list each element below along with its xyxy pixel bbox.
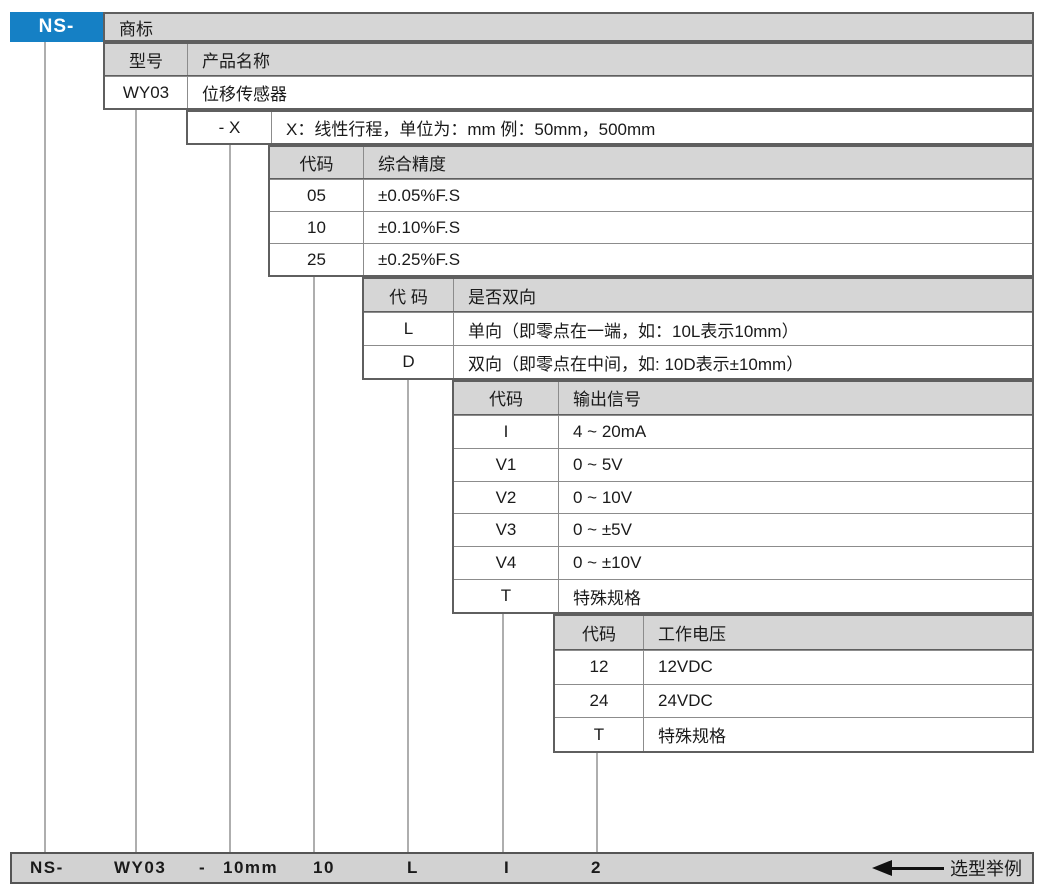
connector-line-model [135, 110, 137, 852]
table-row: - X X：线性行程，单位为：mm 例：50mm，500mm [188, 112, 1032, 143]
accuracy-code: 05 [270, 180, 364, 211]
model-code: WY03 [105, 77, 188, 108]
output-value: 0 ~ 10V [573, 487, 633, 507]
direction-header-row: 代 码 是否双向 [364, 279, 1032, 312]
example-item: 10 [313, 858, 335, 877]
table-row: V1 0 ~ 5V [454, 447, 1032, 481]
example-label: 选型举例 [950, 859, 1022, 879]
output-value: 0 ~ 5V [573, 454, 623, 474]
table-row: 05 ±0.05%F.S [270, 179, 1032, 211]
direction-value: 双向（即零点在中间，如: 10D表示±10mm） [468, 354, 804, 374]
example-item: NS- [30, 858, 64, 877]
model-value-header: 产品名称 [202, 52, 270, 71]
table-row: V4 0 ~ ±10V [454, 546, 1032, 580]
voltage-value-header: 工作电压 [658, 624, 726, 644]
accuracy-value-header: 综合精度 [378, 155, 446, 174]
table-row: T 特殊规格 [555, 717, 1032, 751]
output-value-header: 输出信号 [573, 390, 641, 410]
output-value: 0 ~ ±10V [573, 553, 642, 573]
table-row: V2 0 ~ 10V [454, 480, 1032, 514]
model-code-header: 型号 [105, 44, 188, 75]
connector-line-voltage [596, 753, 598, 852]
prefix-box: NS- [10, 12, 103, 42]
trademark-label: 商标 [119, 19, 153, 39]
table-row: D 双向（即零点在中间，如: 10D表示±10mm） [364, 345, 1032, 378]
voltage-table: 代码 工作电压 12 12VDC 24 24VDC T 特殊规格 [553, 614, 1034, 753]
accuracy-value: ±0.10%F.S [378, 217, 461, 237]
connector-line-prefix [44, 42, 46, 852]
output-value: 特殊规格 [573, 588, 641, 608]
stroke-desc: X：线性行程，单位为：mm 例：50mm，500mm [286, 120, 656, 139]
connector-line-output [502, 614, 504, 852]
table-row: T 特殊规格 [454, 579, 1032, 613]
voltage-code: T [555, 718, 644, 751]
table-row: I 4 ~ 20mA [454, 414, 1032, 448]
table-row: 10 ±0.10%F.S [270, 211, 1032, 243]
table-row: 25 ±0.25%F.S [270, 243, 1032, 275]
direction-value: 单向（即零点在一端，如：10L表示10mm） [468, 321, 799, 341]
model-table-header-row: 型号 产品名称 [105, 44, 1032, 76]
prefix-label: NS- [38, 16, 75, 37]
table-row: WY03 位移传感器 [105, 76, 1032, 108]
accuracy-value: ±0.25%F.S [378, 249, 461, 269]
output-table: 代码 输出信号 I 4 ~ 20mA V1 0 ~ 5V V2 0 ~ 10V … [452, 380, 1034, 614]
voltage-code-header: 代码 [555, 616, 644, 649]
accuracy-code-header: 代码 [270, 147, 364, 178]
output-code: V1 [454, 448, 559, 481]
voltage-value: 24VDC [658, 690, 713, 710]
connector-line-accuracy [313, 277, 315, 852]
table-row: L 单向（即零点在一端，如：10L表示10mm） [364, 312, 1032, 345]
stroke-table: - X X：线性行程，单位为：mm 例：50mm，500mm [186, 110, 1034, 145]
output-header-row: 代码 输出信号 [454, 382, 1032, 415]
output-value: 4 ~ 20mA [573, 421, 647, 441]
direction-code-header: 代 码 [364, 279, 454, 311]
direction-code: L [364, 313, 454, 345]
output-code: V4 [454, 547, 559, 580]
example-item: 10mm [223, 858, 279, 877]
stroke-code: - X [188, 112, 272, 143]
model-value: 位移传感器 [202, 85, 287, 104]
example-item: I [504, 858, 511, 877]
accuracy-code: 25 [270, 244, 364, 275]
output-value: 0 ~ ±5V [573, 520, 632, 540]
accuracy-header-row: 代码 综合精度 [270, 147, 1032, 179]
example-item: L [407, 858, 419, 877]
accuracy-value: ±0.05%F.S [378, 185, 461, 205]
left-arrow-icon [872, 854, 944, 882]
connector-line-direction [407, 380, 409, 852]
direction-code: D [364, 346, 454, 378]
example-item: - [199, 858, 207, 877]
output-code: I [454, 415, 559, 448]
example-bar: NS- WY03 - 10mm 10 L I 2 选型举例 [10, 852, 1034, 884]
connector-line-stroke [229, 145, 231, 852]
output-code-header: 代码 [454, 382, 559, 414]
direction-table: 代 码 是否双向 L 单向（即零点在一端，如：10L表示10mm） D 双向（即… [362, 277, 1034, 380]
model-table: 型号 产品名称 WY03 位移传感器 [103, 42, 1034, 110]
voltage-value: 特殊规格 [658, 727, 726, 747]
output-code: V3 [454, 514, 559, 547]
trademark-header: 商标 [103, 12, 1034, 42]
table-row: V3 0 ~ ±5V [454, 513, 1032, 547]
voltage-header-row: 代码 工作电压 [555, 616, 1032, 650]
accuracy-table: 代码 综合精度 05 ±0.05%F.S 10 ±0.10%F.S 25 ±0.… [268, 145, 1034, 277]
table-row: 12 12VDC [555, 649, 1032, 684]
voltage-code: 12 [555, 650, 644, 684]
table-row: 24 24VDC [555, 683, 1032, 718]
accuracy-code: 10 [270, 212, 364, 243]
output-code: T [454, 580, 559, 613]
direction-value-header: 是否双向 [468, 287, 536, 307]
example-item: 2 [591, 858, 602, 877]
example-item: WY03 [114, 858, 167, 877]
voltage-code: 24 [555, 684, 644, 718]
voltage-value: 12VDC [658, 657, 713, 677]
output-code: V2 [454, 481, 559, 514]
